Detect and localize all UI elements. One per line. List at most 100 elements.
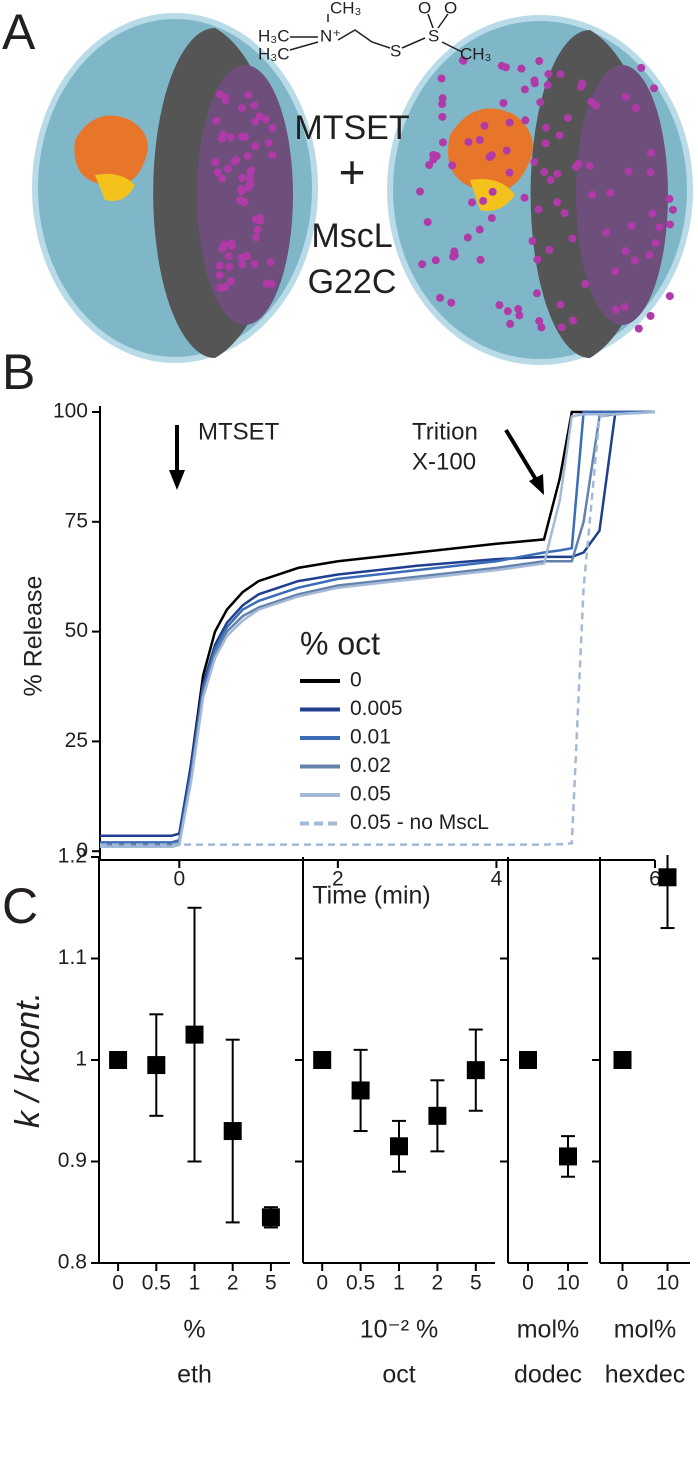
decor-dot [555, 131, 564, 140]
decor-dot [521, 116, 530, 125]
y-tick-label: 0.9 [58, 1149, 87, 1172]
decor-dot [588, 190, 597, 199]
decor-dot [480, 121, 489, 130]
atom-label: H₃C [258, 44, 289, 63]
annotation: X-100 [412, 448, 476, 475]
decor-dot [556, 70, 565, 79]
legend-title: % oct [300, 625, 380, 661]
decor-dot [227, 277, 236, 286]
x-tick-label: 4 [491, 868, 503, 891]
decor-dot [464, 138, 473, 147]
decor-dot [606, 188, 615, 197]
decor-dot [532, 289, 541, 298]
decor-dot [211, 157, 220, 166]
decor-dot [535, 317, 544, 326]
reagent-label: MTSET [294, 109, 409, 147]
y-axis-label: k / kcont. [9, 992, 47, 1128]
x-tick-label: 1 [393, 1272, 405, 1295]
decor-dot [646, 311, 655, 320]
x-tick-label: 0 [173, 868, 185, 891]
marker [390, 1137, 408, 1156]
legend-label: 0.01 [350, 726, 391, 749]
decor-dot [425, 161, 434, 170]
decor-dot [447, 298, 456, 307]
decor-dot [621, 247, 630, 256]
decor-dot [255, 214, 264, 223]
x-axis-label: eth [177, 1361, 212, 1389]
marker [109, 1051, 128, 1069]
decor-dot [568, 234, 577, 243]
decor-dot [431, 256, 440, 265]
decor-dot [237, 185, 246, 194]
decor-dot [450, 247, 459, 256]
decor-dot [246, 174, 255, 183]
decor-dot [264, 138, 273, 147]
decor-dot [216, 284, 225, 293]
decor-dot [501, 63, 510, 72]
decor-dot [648, 209, 657, 218]
decor-dot [577, 82, 586, 91]
decor-dot [438, 138, 447, 147]
x-tick-label: 5 [470, 1272, 482, 1295]
y-tick-label: 75 [65, 509, 88, 532]
decor-dot [219, 130, 228, 139]
decor-dot [227, 239, 236, 248]
decor-dot [520, 85, 529, 94]
atom-label: CH₃ [460, 44, 491, 63]
x-axis-label: 10⁻² % [360, 1316, 439, 1344]
decor-dot [268, 150, 277, 159]
decor-dot [634, 324, 643, 333]
decor-dot [418, 260, 427, 269]
x-tick-label: 2 [432, 1272, 444, 1295]
decor-dot [438, 100, 447, 109]
decor-dot [581, 279, 590, 288]
decor-dot [215, 90, 224, 99]
x-axis-label: Time (min) [312, 882, 431, 910]
decor-dot [212, 116, 221, 125]
decor-dot [514, 305, 523, 314]
decor-dot [250, 101, 259, 110]
atom-label: O [444, 0, 457, 17]
x-axis-label: oct [382, 1361, 415, 1389]
y-tick-label: 25 [65, 729, 88, 752]
marker [559, 1147, 577, 1166]
decor-dot [255, 112, 264, 121]
protein-label: MscL [311, 217, 392, 255]
decor-dot [252, 233, 261, 242]
arrow-head [529, 474, 544, 495]
decor-dot [553, 169, 562, 178]
legend-label: 0.05 - no MscL [350, 811, 489, 834]
decor-dot [568, 316, 577, 325]
decor-dot [544, 70, 553, 79]
decor-dot [438, 112, 447, 121]
y-tick-label: 50 [65, 619, 88, 642]
marker [261, 1208, 280, 1227]
decor-dot [475, 225, 484, 234]
decor-dot [645, 250, 654, 259]
decor-dot [530, 157, 539, 166]
decor-dot [243, 252, 252, 261]
decor-dot [624, 167, 633, 176]
decor-dot [429, 150, 438, 159]
decor-dot [436, 293, 445, 302]
panel-label: A [2, 4, 36, 60]
decor-dot [646, 168, 655, 177]
decor-dot [540, 167, 549, 176]
atom-label: N⁺ [320, 26, 341, 45]
x-axis-label: hexdec [605, 1361, 686, 1389]
decor-dot [423, 218, 432, 227]
legend-label: 0.005 [350, 697, 403, 720]
decor-dot [611, 267, 620, 276]
decor-dot [520, 193, 529, 202]
arrow [504, 428, 540, 485]
decor-dot [438, 94, 447, 103]
decor-dot [238, 104, 247, 113]
atom-label: O [418, 0, 431, 17]
decor-dot [266, 258, 275, 267]
decor-dot [246, 179, 255, 188]
decor-dot [620, 302, 629, 311]
decor-dot [238, 260, 247, 269]
decor-dot [230, 157, 239, 166]
decor-dot [530, 79, 539, 88]
